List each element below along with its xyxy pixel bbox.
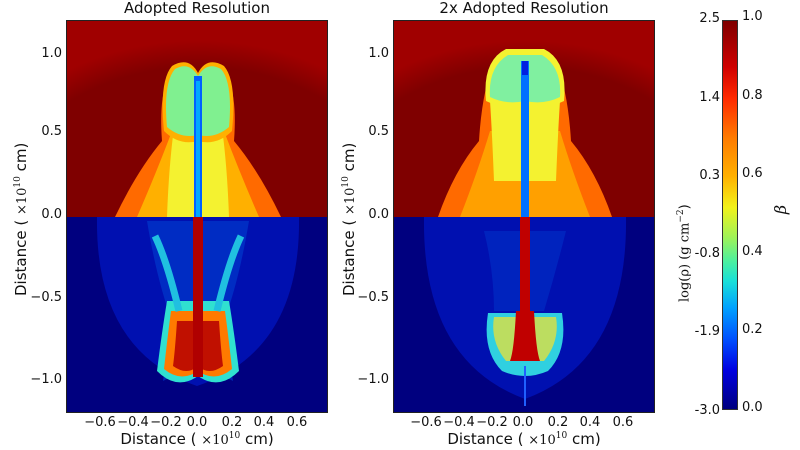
colorbar — [722, 20, 738, 410]
right-xtick: 0.0 — [512, 415, 534, 430]
left-y-axis-label: Distance ( ×1010 cm) — [12, 142, 30, 296]
left-ytick-0.0: 0.0 — [41, 207, 62, 222]
left-panel-title: Adopted Resolution — [124, 0, 270, 17]
colorbar-right-tick: 1.0 — [742, 9, 763, 24]
colorbar-right-tick: 0.8 — [742, 88, 763, 103]
right-ytick-neg1.0: −1.0 — [357, 372, 389, 387]
right-ytick-0.0: 0.0 — [368, 207, 389, 222]
colorbar-left-tick: -0.8 — [694, 246, 720, 261]
left-xtick: −0.2 — [150, 415, 182, 430]
left-ytick-neg0.5: −0.5 — [30, 290, 62, 305]
colorbar-left-tick: -1.9 — [694, 324, 720, 339]
right-y-axis-label: Distance ( ×1010 cm) — [340, 142, 358, 296]
left-x-axis-label: Distance ( ×1010 cm) — [120, 430, 274, 448]
colorbar-left-tick: 0.3 — [699, 168, 720, 183]
left-xtick: −0.6 — [84, 415, 116, 430]
colorbar-right-label: β — [771, 204, 791, 215]
left-xtick: 0.4 — [253, 415, 275, 430]
colorbar-left-tick: 1.4 — [699, 90, 720, 105]
right-ytick-1.0: 1.0 — [368, 46, 389, 61]
colorbar-left-tick: -3.0 — [694, 403, 720, 418]
left-xtick: 0.0 — [186, 415, 208, 430]
left-xtick: 0.6 — [286, 415, 308, 430]
left-ytick-1.0: 1.0 — [41, 46, 62, 61]
left-xtick: 0.2 — [221, 415, 243, 430]
right-xtick: 0.6 — [612, 415, 634, 430]
right-heatmap-image — [394, 21, 654, 412]
right-ytick-neg0.5: −0.5 — [357, 290, 389, 305]
colorbar-left-tick: 2.5 — [699, 11, 720, 26]
left-heatmap-image — [67, 21, 327, 412]
colorbar-right-tick: 0.6 — [742, 166, 763, 181]
left-heatmap-axes — [66, 20, 328, 413]
left-xtick: −0.4 — [117, 415, 149, 430]
colorbar-right-tick: 0.2 — [742, 322, 763, 337]
right-xtick: 0.2 — [547, 415, 569, 430]
left-ytick-0.5: 0.5 — [41, 124, 62, 139]
colorbar-right-tick: 0.4 — [742, 244, 763, 259]
right-xtick: −0.2 — [476, 415, 508, 430]
right-xtick: 0.4 — [579, 415, 601, 430]
right-xtick: −0.6 — [410, 415, 442, 430]
right-panel-title: 2x Adopted Resolution — [439, 0, 609, 17]
colorbar-right-tick: 0.0 — [742, 400, 763, 415]
colorbar-left-label: log(ρ) (g cm−2) — [676, 204, 693, 302]
right-xtick: −0.4 — [443, 415, 475, 430]
left-ytick-neg1.0: −1.0 — [30, 372, 62, 387]
right-ytick-0.5: 0.5 — [368, 124, 389, 139]
right-x-axis-label: Distance ( ×1010 cm) — [447, 430, 601, 448]
right-heatmap-axes — [393, 20, 655, 413]
